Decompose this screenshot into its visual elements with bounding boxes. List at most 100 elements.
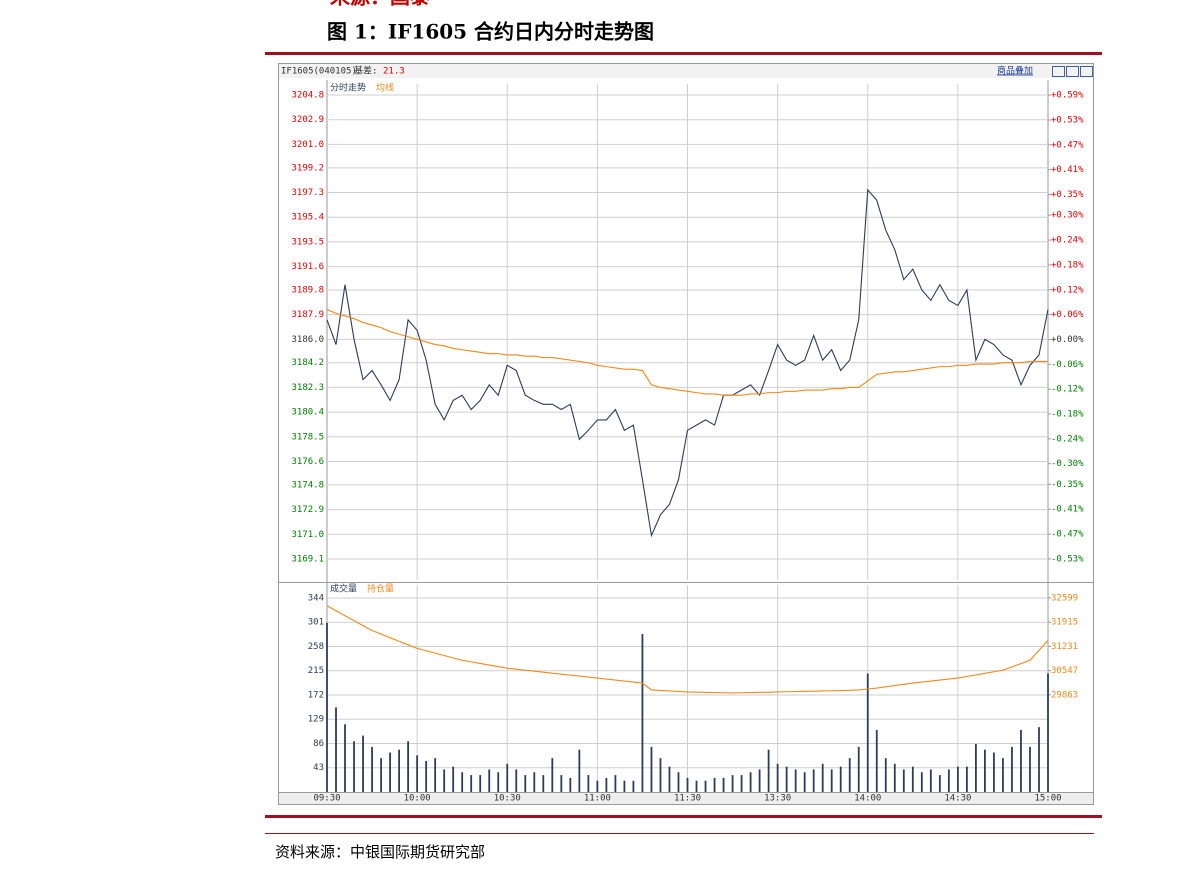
bar [470, 775, 473, 792]
bar [551, 758, 554, 792]
bar [461, 772, 464, 792]
y2-tick-label: +0.30% [1051, 211, 1084, 221]
y2-tick-label: -0.12% [1051, 385, 1084, 395]
y2-tick-label: +0.35% [1051, 190, 1084, 200]
y-tick-label: 3174.8 [291, 480, 324, 490]
icon[interactable] [1066, 66, 1079, 77]
icon[interactable] [1080, 66, 1093, 77]
bar [848, 758, 851, 792]
bar [1038, 727, 1040, 792]
bar [731, 775, 734, 792]
y-tick-label: 3189.8 [291, 285, 324, 295]
basis-value: 21.3 [383, 67, 405, 77]
bar [398, 749, 400, 792]
bar [380, 758, 382, 792]
bar [695, 780, 698, 792]
y-tick-label: 3202.9 [291, 115, 324, 125]
bar [875, 729, 878, 792]
bar [677, 772, 680, 792]
bar [965, 766, 968, 792]
bar [776, 763, 779, 792]
bar [443, 769, 446, 792]
bar [506, 763, 509, 792]
y-tick-label: 172 [308, 690, 324, 700]
bar [641, 634, 644, 792]
bar [803, 772, 806, 792]
bar [1047, 673, 1049, 792]
bar [938, 775, 941, 792]
source-top: 来源：国泰 [329, 0, 431, 9]
y2-tick-label: +0.47% [1051, 140, 1084, 150]
x-tick-label: 11:30 [674, 794, 701, 804]
bar [713, 777, 716, 792]
x-tick-label: 15:00 [1034, 794, 1061, 804]
y-tick-label: 258 [308, 642, 324, 652]
bar [911, 766, 914, 792]
y-tick-label: 3197.3 [291, 188, 324, 198]
bar [632, 780, 635, 792]
bar [956, 766, 959, 792]
bar [479, 775, 482, 792]
bar [623, 780, 626, 792]
y-tick-label: 43 [313, 763, 324, 773]
y-tick-label: 3186.0 [291, 335, 324, 345]
x-tick-label: 14:00 [854, 794, 881, 804]
x-tick-label: 10:30 [494, 794, 521, 804]
y-tick-label: 3171.0 [291, 530, 324, 540]
y2-tick-label: +0.59% [1051, 91, 1084, 101]
bar [659, 758, 662, 792]
bar [344, 724, 346, 792]
y-tick-label: 3193.5 [291, 237, 324, 247]
y2-tick-label: 32599 [1051, 593, 1078, 603]
y2-tick-label: -0.35% [1051, 480, 1084, 490]
source: 资料来源：中银国际期货研究部 [275, 843, 485, 861]
overlay-button[interactable]: 商品叠加 [997, 65, 1033, 77]
bar [893, 763, 896, 792]
y2-tick-label: -0.30% [1051, 459, 1084, 469]
legend-entry: 均线 [376, 82, 394, 94]
bar [425, 760, 428, 792]
y-tick-label: 3187.9 [291, 310, 324, 320]
bar [947, 769, 950, 792]
rule [265, 815, 1102, 818]
icon[interactable] [1052, 66, 1065, 77]
bar [524, 775, 527, 792]
bar [533, 772, 536, 792]
bar [596, 780, 599, 792]
bar [929, 769, 932, 792]
y2-tick-label: 31915 [1051, 618, 1078, 628]
basis-label: 基差: [354, 65, 377, 77]
y2-tick-label: -0.24% [1051, 434, 1084, 444]
x-tick-label: 13:30 [764, 794, 791, 804]
bar [993, 752, 995, 792]
series-line [326, 188, 1049, 538]
bar [362, 735, 364, 792]
bar [434, 758, 437, 792]
bar [866, 673, 869, 792]
bar [740, 775, 743, 792]
y2-tick-label: +0.18% [1051, 260, 1084, 270]
bar [920, 772, 923, 792]
bar [488, 769, 491, 792]
y2-tick-label: -0.41% [1051, 505, 1084, 515]
bar [857, 746, 860, 792]
chart-frame [278, 63, 1094, 805]
y-tick-label: 3195.4 [291, 213, 324, 223]
series-line [326, 308, 1048, 396]
bar [650, 746, 653, 792]
y-tick-label: 129 [308, 715, 324, 725]
bar [560, 775, 563, 792]
y-tick-label: 3184.2 [291, 358, 324, 368]
legend-entry: 成交量 [330, 583, 357, 595]
bar [326, 622, 328, 792]
y-tick-label: 3178.5 [291, 432, 324, 442]
bar [722, 777, 725, 792]
y2-tick-label: -0.18% [1051, 409, 1084, 419]
y2-tick-label: +0.53% [1051, 116, 1084, 126]
bar [785, 766, 788, 792]
bar [515, 769, 518, 792]
y-tick-label: 215 [308, 666, 324, 676]
figure-title: 图 1：IF1605 合约日内分时走势图 [327, 20, 654, 44]
legend-entry: 持仓量 [367, 583, 394, 595]
